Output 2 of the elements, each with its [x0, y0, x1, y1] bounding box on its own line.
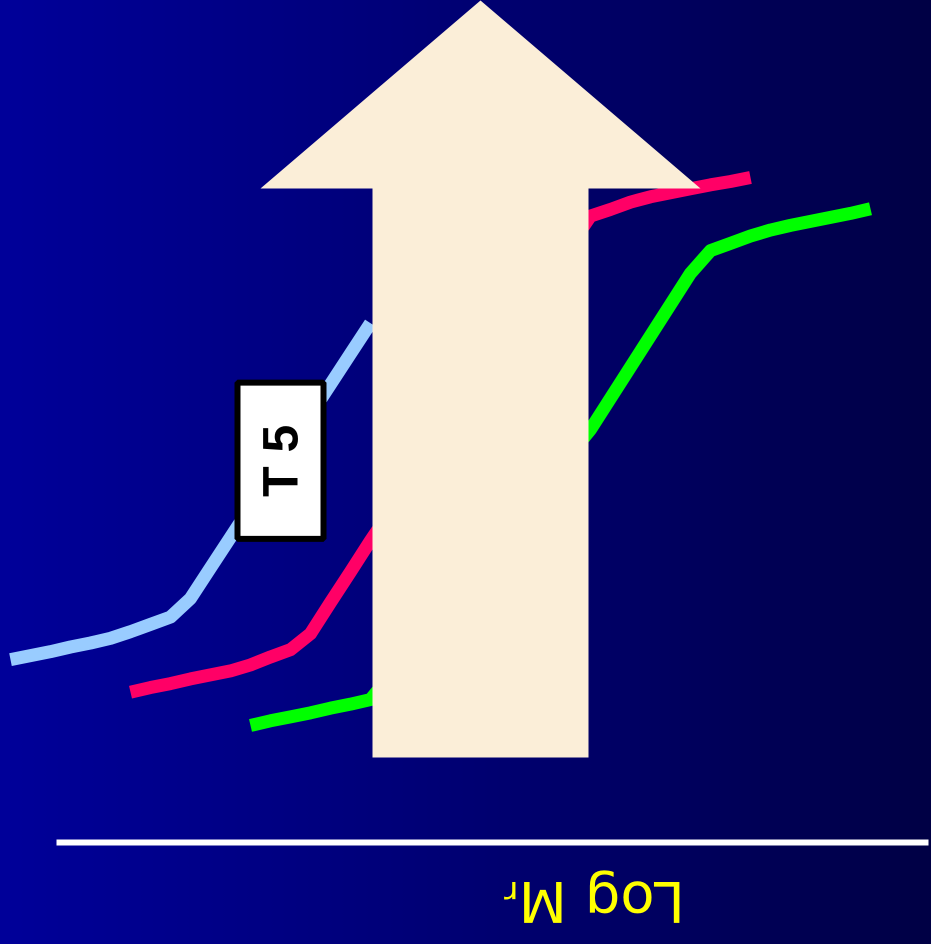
x-axis-title: Log Mᵣ	[504, 868, 685, 933]
text: T 5	[252, 424, 308, 497]
